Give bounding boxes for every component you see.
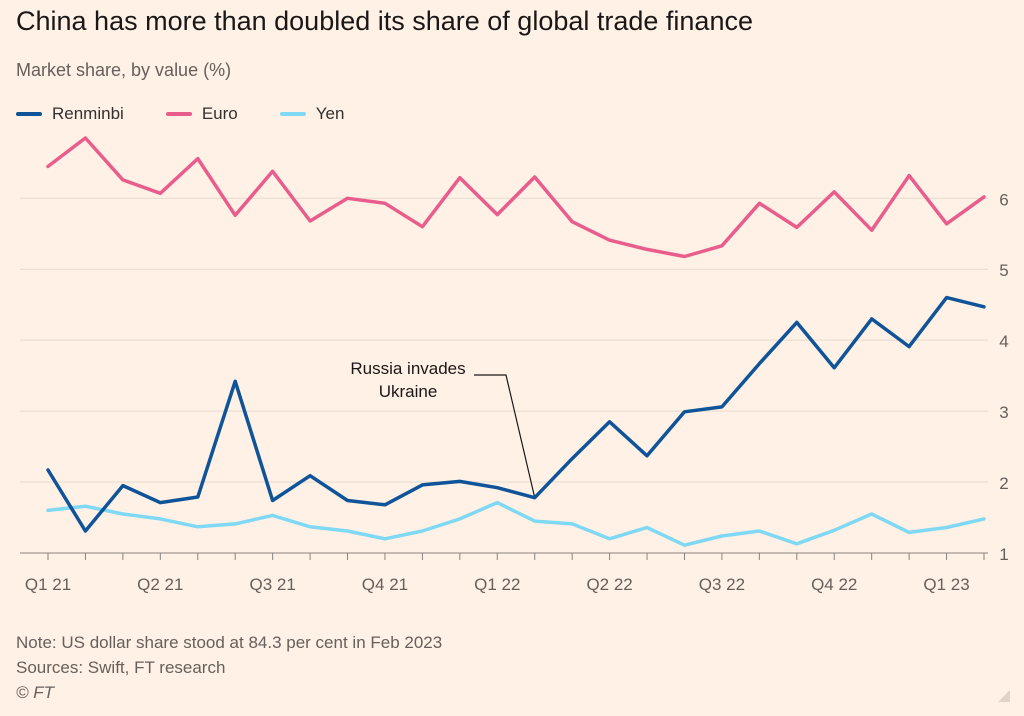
annotation-text: Ukraine (379, 382, 438, 401)
y-tick-label: 5 (999, 261, 1008, 280)
chart-sources: Sources: Swift, FT research (16, 658, 226, 677)
x-tick-label: Q4 22 (811, 575, 857, 594)
legend-swatch-euro (165, 112, 192, 116)
x-tick-label: Q2 21 (137, 575, 183, 594)
legend-label-renminbi: Renminbi (52, 104, 124, 123)
legend: Renminbi Euro Yen (16, 104, 386, 124)
x-tick-label: Q2 22 (586, 575, 632, 594)
chart-footer: Note: US dollar share stood at 84.3 per … (16, 630, 442, 705)
y-tick-label: 2 (999, 474, 1008, 493)
legend-label-yen: Yen (315, 104, 345, 123)
x-tick-label: Q1 21 (25, 575, 71, 594)
series-line-yen (46, 500, 986, 547)
x-tick-label: Q1 23 (923, 575, 969, 594)
legend-label-euro: Euro (201, 104, 238, 123)
chart-copyright: © FT (16, 683, 55, 702)
y-tick-label: 1 (999, 545, 1008, 564)
chart-title: China has more than doubled its share of… (16, 6, 753, 36)
annotation-leader-line (474, 374, 536, 498)
y-tick-label: 3 (999, 403, 1008, 422)
chart-subtitle: Market share, by value (%) (16, 60, 232, 80)
y-tick-label: 4 (999, 332, 1008, 351)
x-tick-label: Q3 22 (699, 575, 745, 594)
series-line-renminbi (46, 295, 986, 533)
x-tick-label: Q1 22 (474, 575, 520, 594)
chart-note: Note: US dollar share stood at 84.3 per … (16, 633, 443, 652)
annotation-text: Russia invades (350, 359, 465, 378)
legend-swatch-renminbi (16, 112, 42, 116)
legend-item-euro: Euro (165, 104, 238, 124)
series-line-euro (46, 136, 986, 259)
x-tick-label: Q4 21 (362, 575, 408, 594)
legend-item-renminbi: Renminbi (16, 104, 124, 124)
legend-swatch-yen (279, 112, 306, 116)
x-tick-label: Q3 21 (249, 575, 295, 594)
legend-item-yen: Yen (279, 104, 345, 124)
y-tick-label: 6 (999, 190, 1008, 209)
resize-handle (998, 690, 1010, 702)
